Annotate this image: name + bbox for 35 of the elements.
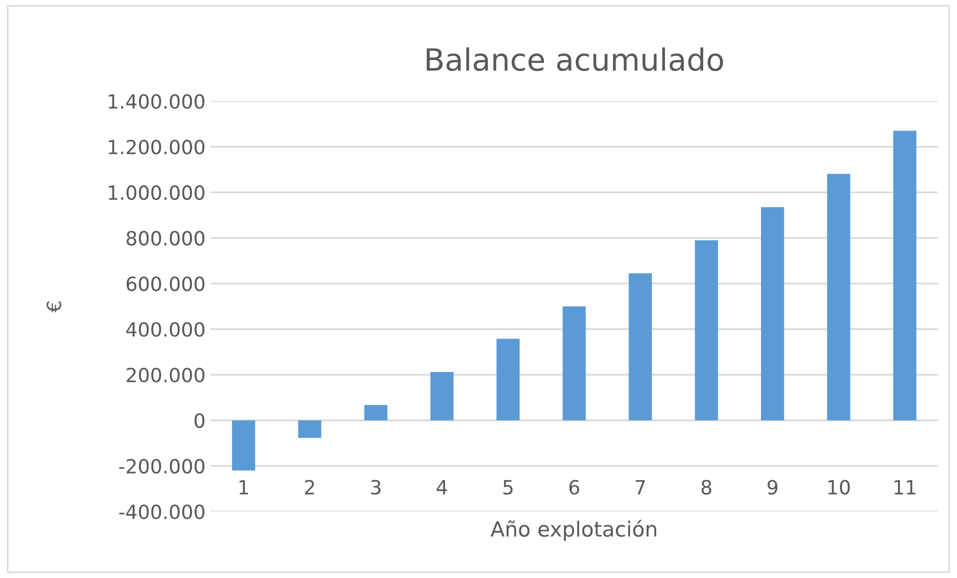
- y-tick-label: 1.000.000: [108, 185, 204, 200]
- bar: [496, 338, 520, 420]
- x-tick-label: 6: [569, 480, 580, 495]
- bar: [893, 130, 916, 420]
- y-tick-label: 0: [194, 413, 204, 428]
- chart-title: Balance acumulado: [426, 47, 723, 72]
- x-tick-label: 9: [768, 480, 778, 495]
- y-tick-label: 1.200.000: [108, 140, 204, 154]
- x-axis-title: Año explotación: [490, 520, 656, 541]
- x-tick-label: 3: [371, 480, 380, 495]
- bar: [364, 405, 388, 420]
- bar: [298, 420, 322, 438]
- x-tick-label: 8: [702, 480, 712, 495]
- bar: [562, 306, 586, 420]
- bar: [827, 174, 850, 420]
- x-tick-label: 2: [304, 480, 314, 494]
- x-tick-label: 1: [240, 480, 248, 494]
- bar: [628, 273, 652, 420]
- bar: [430, 372, 454, 420]
- y-axis-title: €: [46, 301, 62, 313]
- x-tick-label: 5: [503, 480, 513, 495]
- y-tick-label: 800.000: [126, 230, 204, 246]
- bar: [694, 240, 718, 420]
- bar: [760, 207, 784, 420]
- y-tick-label: -200.000: [119, 458, 204, 474]
- bar: [232, 420, 256, 470]
- y-tick-label: 200.000: [126, 368, 204, 382]
- y-tick-label: 600.000: [126, 276, 204, 292]
- x-tick-label: 11: [894, 480, 916, 494]
- x-tick-label: 4: [436, 480, 448, 494]
- x-tick-label: 7: [636, 480, 645, 494]
- x-tick-label: 10: [828, 480, 850, 495]
- y-tick-label: 1.400.000: [108, 94, 204, 109]
- y-tick-label: 400.000: [126, 322, 204, 337]
- y-tick-label: -400.000: [119, 504, 204, 520]
